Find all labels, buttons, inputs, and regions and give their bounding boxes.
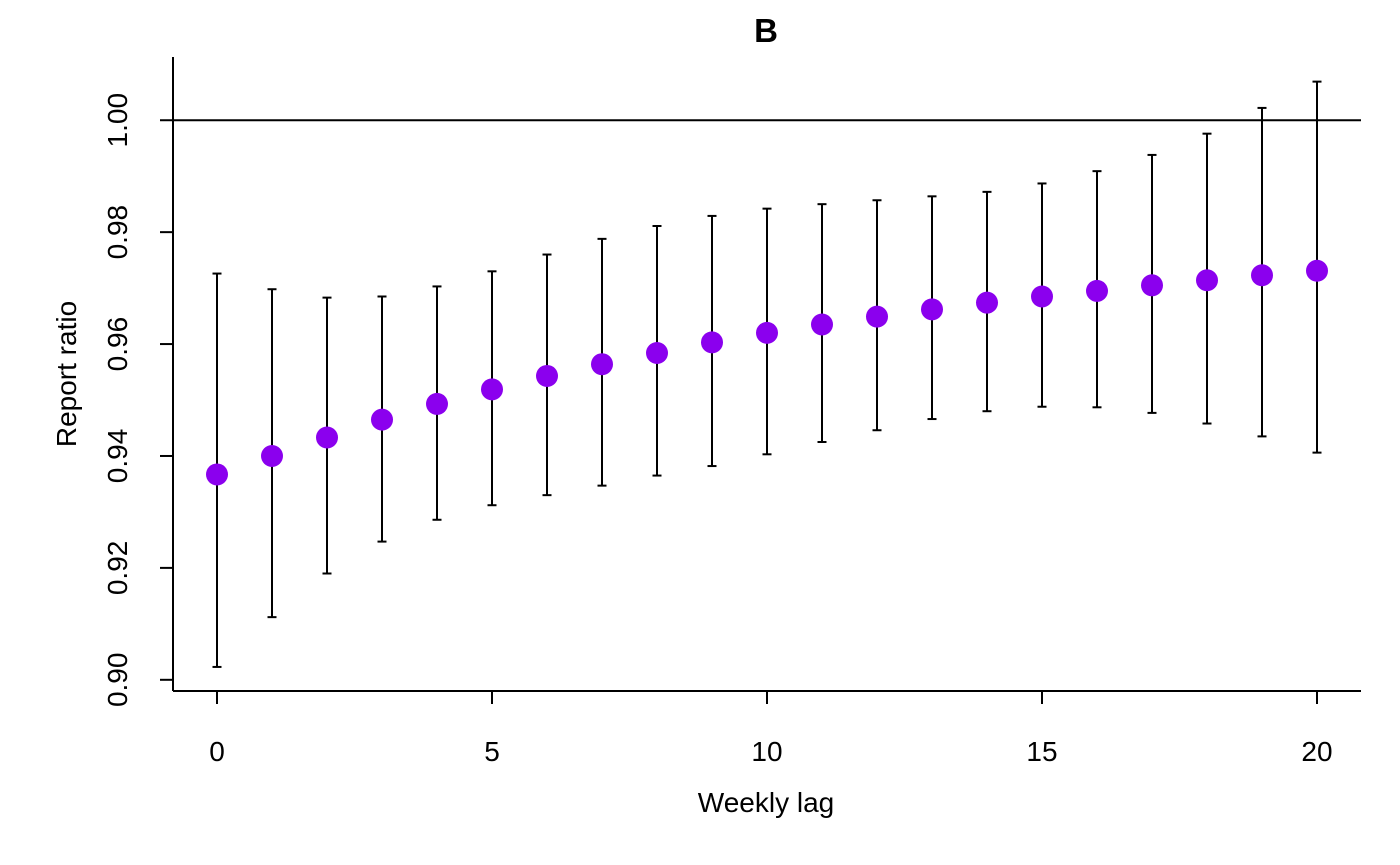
data-point <box>976 291 998 314</box>
x-tick-label: 5 <box>484 736 500 767</box>
x-tick-label: 15 <box>1026 736 1057 767</box>
data-point <box>481 378 503 401</box>
data-point <box>756 321 778 344</box>
data-point <box>701 331 723 354</box>
data-point <box>811 313 833 336</box>
data-point <box>371 408 393 431</box>
data-point <box>921 298 943 321</box>
data-point <box>1306 259 1328 282</box>
axes: 0 5 10 15 20 0.90 0.92 0.94 0.96 0.98 1.00 <box>102 57 1361 767</box>
data-point <box>1251 264 1273 287</box>
x-tick-label: 10 <box>751 736 782 767</box>
x-axis-label: Weekly lag <box>698 787 834 818</box>
y-tick-label: 0.96 <box>102 317 133 372</box>
data-point <box>261 444 283 467</box>
y-axis-label: Report ratio <box>51 301 82 447</box>
data-point <box>866 305 888 328</box>
data-point <box>1031 285 1053 308</box>
data-point <box>591 353 613 376</box>
data-point <box>426 392 448 415</box>
y-tick-label: 0.98 <box>102 205 133 260</box>
data-point <box>1086 279 1108 302</box>
chart-title: B <box>754 12 778 49</box>
data-point <box>316 426 338 449</box>
data-point <box>536 364 558 387</box>
y-tick-label: 0.94 <box>102 429 133 484</box>
y-tick-label: 1.00 <box>102 93 133 147</box>
x-tick-label: 20 <box>1301 736 1332 767</box>
y-tick-label: 0.92 <box>102 541 133 596</box>
x-tick-label: 0 <box>209 736 225 767</box>
data-point <box>206 463 228 486</box>
y-tick-label: 0.90 <box>102 653 133 708</box>
data-point <box>646 342 668 365</box>
data-point <box>1196 269 1218 292</box>
data-point <box>1141 274 1163 297</box>
data-marks <box>173 80 1361 668</box>
